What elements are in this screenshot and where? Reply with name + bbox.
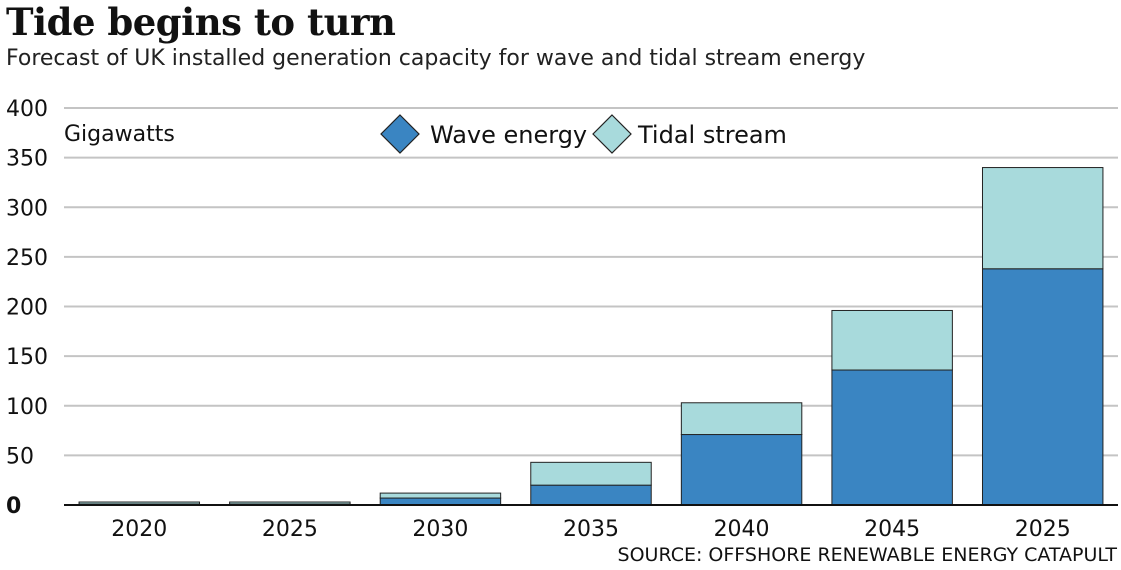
- gridlines: [64, 107, 1118, 457]
- y-tick-label: 100: [6, 395, 48, 420]
- x-tick-label: 2025: [262, 517, 318, 542]
- y-axis-unit-label: Gigawatts: [64, 122, 175, 147]
- y-tick-label: 400: [6, 97, 48, 122]
- y-tick-label: 200: [6, 296, 48, 321]
- y-tick-label: 350: [6, 147, 48, 172]
- chart-subtitle: Forecast of UK installed generation capa…: [6, 46, 866, 71]
- bar-segment-tidal-stream: [680, 402, 803, 436]
- x-tick-label: 2020: [111, 517, 167, 542]
- y-tick-label: 50: [6, 444, 34, 469]
- bars: [78, 167, 1104, 506]
- x-tick-label: 2045: [864, 517, 920, 542]
- bar-segment-wave-energy: [379, 497, 502, 506]
- legend: Wave energy Tidal stream: [380, 114, 787, 154]
- y-tick-label: 250: [6, 246, 48, 271]
- legend-label: Wave energy: [430, 121, 587, 149]
- bar-segment-tidal-stream: [379, 492, 502, 499]
- x-tick-label: 2030: [412, 517, 468, 542]
- bar-segment-tidal-stream: [530, 461, 652, 486]
- bar-segment-wave-energy: [831, 369, 953, 506]
- x-axis-ticks: 2020 2025 2030 2035 2040 2045 2025: [111, 517, 1070, 542]
- bar-segment-tidal-stream: [78, 501, 201, 505]
- x-tick-label: 2040: [714, 517, 770, 542]
- source-note: SOURCE: OFFSHORE RENEWABLE ENERGY CATAPU…: [617, 544, 1117, 566]
- y-tick-label: 300: [6, 196, 48, 221]
- y-tick-label: 150: [6, 345, 48, 370]
- legend-label: Tidal stream: [637, 121, 787, 149]
- bar-segment-tidal-stream: [831, 309, 953, 371]
- x-tick-label: 2035: [563, 517, 619, 542]
- bar-segment-tidal-stream: [981, 167, 1104, 270]
- y-tick-label: 0: [6, 494, 21, 519]
- y-axis-ticks: 0 50 100 150 200 250 300 350 400: [6, 97, 48, 519]
- x-tick-label: 2025: [1015, 517, 1071, 542]
- bar-segment-wave-energy: [680, 434, 803, 506]
- legend-marker-wave-energy: [380, 114, 420, 154]
- bar-segment-tidal-stream: [229, 501, 351, 505]
- chart-title: Tide begins to turn: [6, 0, 396, 44]
- bar-segment-wave-energy: [530, 484, 652, 506]
- bar-segment-wave-energy: [981, 268, 1104, 506]
- legend-marker-tidal-stream: [592, 114, 632, 154]
